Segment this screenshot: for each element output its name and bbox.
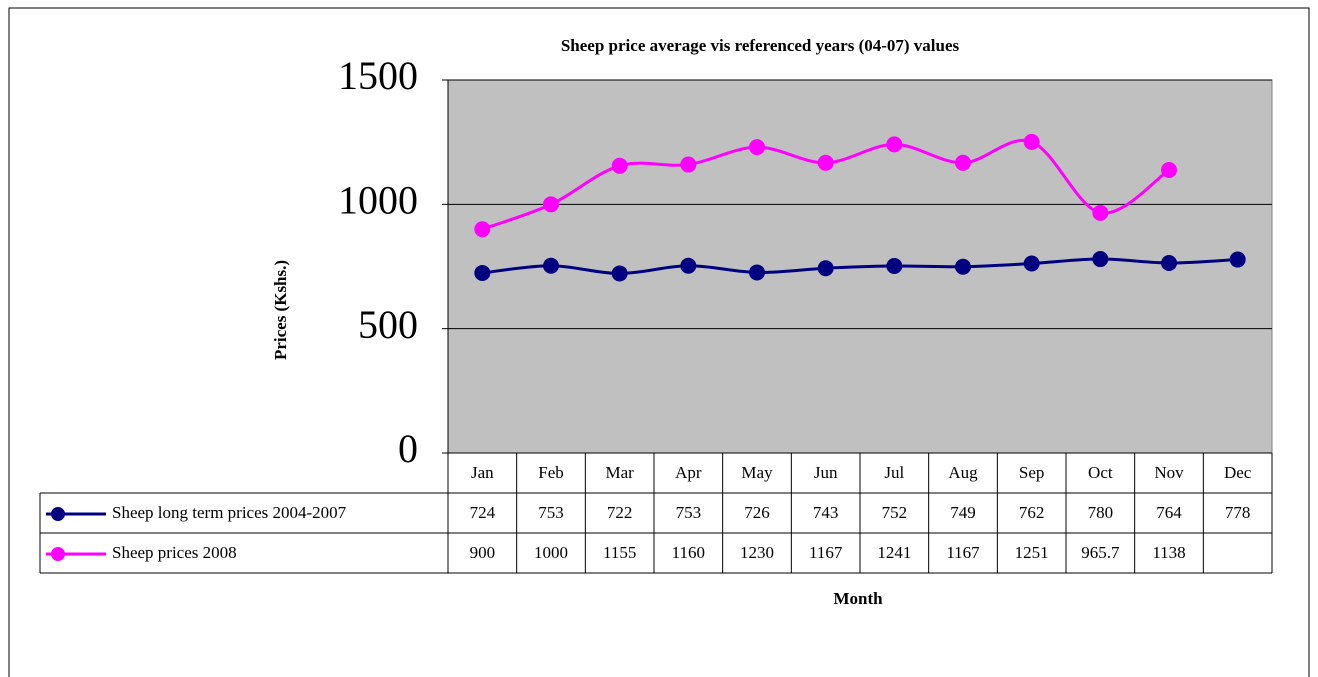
table-value: 780 bbox=[1088, 503, 1114, 522]
legend-label: Sheep long term prices 2004-2007 bbox=[112, 503, 347, 522]
table-value: 752 bbox=[882, 503, 908, 522]
data-point bbox=[1161, 255, 1177, 272]
data-point bbox=[543, 257, 559, 274]
data-point bbox=[886, 136, 903, 153]
data-point bbox=[886, 258, 903, 275]
x-tick-label: Dec bbox=[1224, 463, 1252, 482]
data-point bbox=[1023, 133, 1040, 150]
data-point bbox=[611, 265, 628, 282]
chart-title: Sheep price average vis referenced years… bbox=[561, 36, 960, 55]
data-point bbox=[955, 258, 971, 275]
data-point bbox=[749, 139, 765, 156]
y-axis-label: Prices (Kshs.) bbox=[271, 260, 290, 360]
table-value: 726 bbox=[744, 503, 770, 522]
data-point bbox=[543, 196, 559, 213]
data-point bbox=[474, 264, 491, 281]
table-value: 743 bbox=[813, 503, 839, 522]
data-point bbox=[1161, 162, 1177, 179]
table-value: 1230 bbox=[740, 543, 774, 562]
legend-marker bbox=[51, 547, 65, 561]
table-value: 1138 bbox=[1152, 543, 1185, 562]
data-point bbox=[680, 156, 697, 173]
x-tick-label: Apr bbox=[675, 463, 702, 482]
table-value: 778 bbox=[1225, 503, 1251, 522]
y-tick-label: 1500 bbox=[338, 53, 418, 98]
data-point bbox=[474, 221, 491, 238]
data-point bbox=[955, 154, 971, 171]
data-point bbox=[1023, 255, 1040, 272]
table-value: 722 bbox=[607, 503, 633, 522]
y-tick-label: 1000 bbox=[338, 178, 418, 223]
x-tick-label: Nov bbox=[1154, 463, 1184, 482]
table-value: 764 bbox=[1156, 503, 1182, 522]
x-tick-label: Sep bbox=[1019, 463, 1045, 482]
x-tick-label: Jun bbox=[814, 463, 838, 482]
table-value: 1000 bbox=[534, 543, 568, 562]
x-tick-label: May bbox=[741, 463, 773, 482]
data-point bbox=[817, 260, 834, 277]
data-point bbox=[817, 154, 834, 171]
table-value: 1251 bbox=[1015, 543, 1049, 562]
data-point bbox=[1092, 251, 1109, 268]
legend-label: Sheep prices 2008 bbox=[112, 543, 237, 562]
x-tick-label: Aug bbox=[948, 463, 978, 482]
table-value: 1167 bbox=[946, 543, 980, 562]
data-point bbox=[1092, 204, 1109, 221]
data-point bbox=[611, 157, 628, 174]
table-value: 1167 bbox=[809, 543, 843, 562]
table-value: 753 bbox=[676, 503, 702, 522]
x-tick-label: Oct bbox=[1088, 463, 1113, 482]
table-value: 749 bbox=[950, 503, 976, 522]
x-tick-label: Jan bbox=[471, 463, 494, 482]
data-point bbox=[749, 264, 765, 281]
data-point bbox=[1229, 251, 1246, 268]
legend-marker bbox=[51, 507, 65, 521]
table-value: 1160 bbox=[672, 543, 705, 562]
table-value: 900 bbox=[470, 543, 496, 562]
x-tick-label: Mar bbox=[606, 463, 635, 482]
x-tick-label: Jul bbox=[884, 463, 904, 482]
x-axis-label: Month bbox=[833, 589, 883, 608]
table-value: 762 bbox=[1019, 503, 1045, 522]
y-tick-label: 500 bbox=[358, 302, 418, 347]
data-point bbox=[680, 257, 697, 274]
table-value: 1241 bbox=[877, 543, 911, 562]
table-value: 965.7 bbox=[1081, 543, 1120, 562]
table-value: 724 bbox=[470, 503, 496, 522]
x-tick-label: Feb bbox=[538, 463, 564, 482]
table-value: 753 bbox=[538, 503, 564, 522]
table-value: 1155 bbox=[603, 543, 636, 562]
y-tick-label: 0 bbox=[398, 426, 418, 471]
